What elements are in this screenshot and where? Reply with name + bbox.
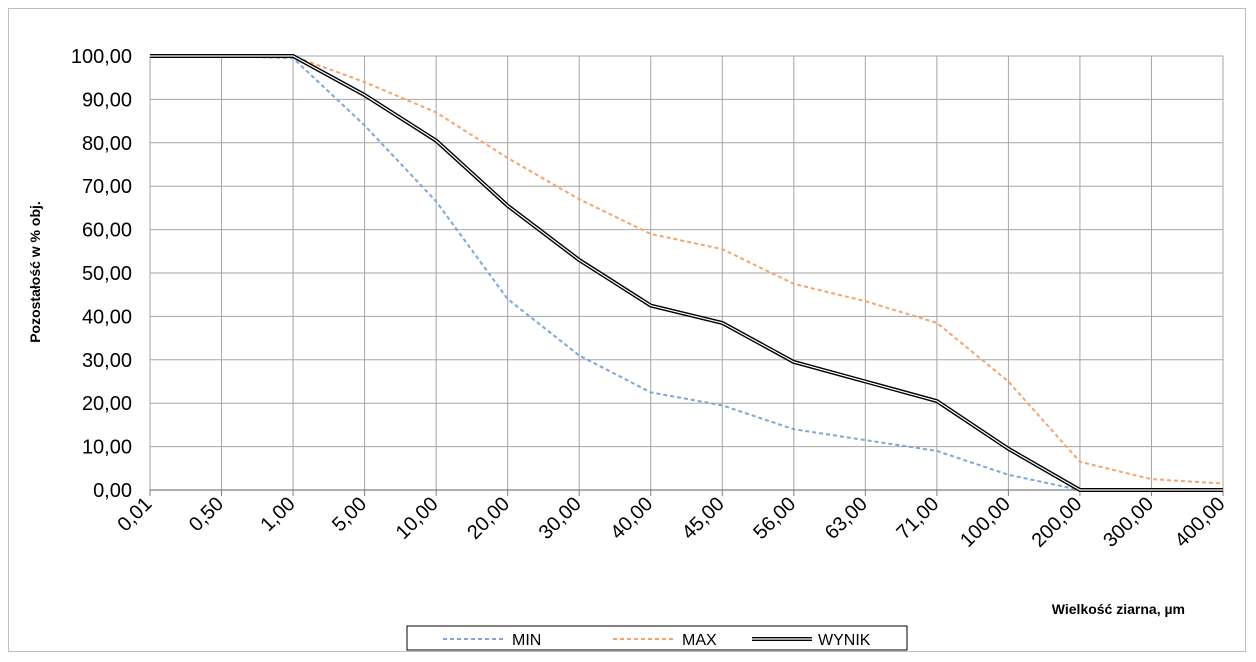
series-line-wynik-inner (150, 55, 1223, 491)
y-tick-label: 60,00 (82, 220, 132, 242)
legend-max-label: MAX (682, 632, 717, 649)
legend-min-label: MIN (512, 632, 541, 649)
x-tick-label: 71,00 (892, 493, 943, 544)
series-line-max (150, 55, 1224, 485)
axis-layer (149, 489, 1224, 496)
y-tick-label: 20,00 (82, 393, 132, 415)
y-tick-label: 30,00 (82, 350, 132, 372)
series-layer (150, 54, 1224, 492)
y-axis-title: Pozostałość w % obj. (27, 201, 43, 343)
x-tick-label: 45,00 (678, 493, 729, 544)
series-line-min (150, 55, 1223, 491)
x-tick-label: 20,00 (463, 493, 514, 544)
x-tick-label: 40,00 (606, 493, 657, 544)
x-tick-label: 100,00 (956, 493, 1015, 552)
x-tick-label: 1,00 (257, 493, 300, 536)
x-tick-label: 5,00 (328, 493, 371, 536)
x-tick-label: 200,00 (1028, 493, 1087, 552)
y-tick-label: 10,00 (82, 437, 132, 459)
x-tick-label: 0,50 (185, 493, 228, 536)
x-tick-label: 300,00 (1099, 493, 1158, 552)
y-tick-label: 0,00 (93, 480, 132, 502)
y-tick-label: 80,00 (82, 133, 132, 155)
y-tick-label: 50,00 (82, 263, 132, 285)
x-tick-label: 63,00 (821, 493, 872, 544)
chart-frame (8, 8, 1246, 652)
x-axis-title: Wielkość ziarna, µm (1052, 601, 1185, 617)
x-tick-label: 400,00 (1171, 493, 1230, 552)
y-tick-label: 100,00 (71, 46, 132, 68)
y-tick-label: 90,00 (82, 89, 132, 111)
x-tick-label: 10,00 (392, 493, 443, 544)
legend: MIN MAX WYNIK (406, 625, 908, 651)
x-tick-label: 30,00 (535, 493, 586, 544)
x-tick-label: 56,00 (749, 493, 800, 544)
y-tick-label: 40,00 (82, 306, 132, 328)
legend-wynik-label: WYNIK (818, 632, 871, 649)
y-tick-label: 70,00 (82, 176, 132, 198)
grid-layer (149, 55, 1224, 491)
